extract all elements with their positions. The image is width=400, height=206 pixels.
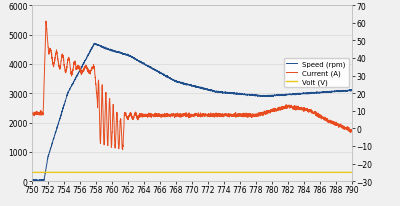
Volt (V) [343, 171, 348, 174]
Volt (V) [66, 171, 71, 174]
Volt (V) [309, 171, 314, 174]
Current (A) [120, 149, 125, 151]
Speed (rpm) [344, 90, 348, 92]
Volt (V) [350, 171, 354, 174]
Speed (rpm) [32, 180, 36, 183]
Speed (rpm) [152, 69, 157, 72]
Current (A) [44, 21, 48, 23]
Speed (rpm) [350, 90, 354, 92]
Current (A) [30, 111, 34, 114]
Speed (rpm) [85, 56, 90, 58]
Current (A) [344, 128, 348, 130]
Legend: Speed (rpm), Current (A), Volt (V): Speed (rpm), Current (A), Volt (V) [284, 59, 348, 88]
Current (A) [166, 115, 171, 117]
Volt (V) [85, 171, 90, 174]
Current (A) [152, 116, 157, 118]
Speed (rpm) [30, 179, 34, 181]
Current (A) [309, 111, 314, 114]
Line: Current (A): Current (A) [32, 22, 352, 150]
Volt (V) [152, 171, 157, 174]
Volt (V) [30, 171, 34, 174]
Current (A) [350, 130, 354, 132]
Speed (rpm) [309, 92, 314, 95]
Speed (rpm) [66, 91, 71, 93]
Current (A) [66, 59, 71, 61]
Volt (V) [166, 171, 171, 174]
Current (A) [85, 68, 90, 71]
Speed (rpm) [92, 43, 97, 45]
Speed (rpm) [166, 77, 171, 79]
Line: Speed (rpm): Speed (rpm) [32, 44, 352, 181]
